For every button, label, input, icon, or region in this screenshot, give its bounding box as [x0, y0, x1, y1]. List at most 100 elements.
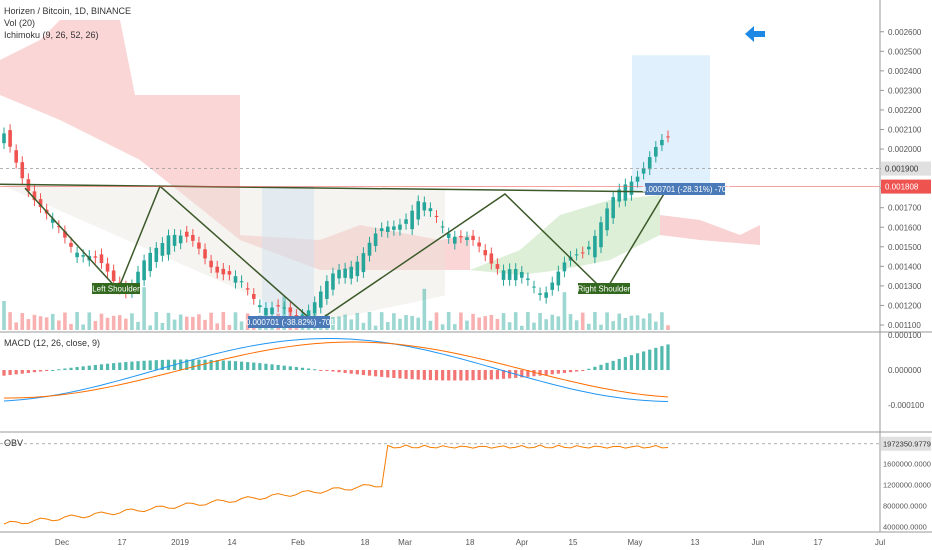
macd-histogram-bar — [118, 362, 122, 370]
candle-body — [641, 167, 646, 174]
volume-legend: Vol (20) — [4, 18, 36, 28]
price-tick-label: 0.001100 — [888, 321, 921, 330]
volume-bar — [629, 315, 634, 330]
macd-histogram-bar — [51, 370, 55, 371]
macd-line — [3, 338, 669, 402]
macd-histogram-bar — [343, 370, 347, 373]
candle-body — [99, 254, 104, 264]
volume-bar — [245, 313, 250, 330]
volume-bar — [434, 312, 439, 330]
candle-body — [385, 226, 390, 232]
price-tick-label: 0.001400 — [888, 262, 922, 271]
candle-body — [422, 202, 427, 211]
candle-body — [294, 315, 299, 317]
macd-histogram-bar — [215, 360, 219, 370]
pattern-fill — [0, 184, 445, 324]
macd-legend[interactable]: MACD (12, 26, close, 9) — [4, 338, 101, 348]
macd-histogram-bar — [203, 359, 207, 370]
candle-body — [605, 208, 609, 231]
volume-bar — [215, 323, 220, 330]
volume-bar — [416, 317, 421, 330]
macd-histogram-bar — [239, 361, 244, 370]
macd-histogram-bar — [160, 359, 164, 370]
measure-box-left — [262, 186, 314, 324]
volume-bar — [513, 312, 518, 330]
macd-histogram-bar — [617, 358, 621, 370]
macd-histogram-bar — [532, 370, 536, 377]
macd-histogram-bar — [166, 359, 171, 370]
candle-body — [69, 242, 73, 247]
macd-histogram-bar — [276, 364, 280, 370]
candle-body — [63, 231, 67, 238]
macd-histogram-bar — [447, 370, 451, 381]
volume-bar — [81, 324, 85, 330]
candle-body — [191, 234, 195, 241]
macd-histogram-bar — [185, 359, 189, 370]
candle-body — [227, 271, 232, 275]
macd-histogram-bar — [8, 370, 12, 376]
volume-bar — [568, 314, 573, 330]
macd-histogram-bar — [2, 370, 6, 376]
candle-body — [209, 260, 213, 268]
obv-tick-label: 1600000.0000 — [883, 459, 931, 468]
macd-histogram-bar — [544, 370, 548, 376]
symbol-legend[interactable]: Horizen / Bitcoin, 1D, BINANCE Vol (20) … — [4, 5, 131, 41]
candle-body — [404, 219, 408, 224]
macd-histogram-bar — [465, 370, 469, 381]
macd-histogram-bar — [434, 370, 439, 381]
volume-bar — [495, 318, 500, 330]
candle-body — [264, 307, 268, 316]
macd-histogram-bar — [660, 346, 664, 370]
volume-bar — [233, 312, 238, 330]
volume-bar — [331, 317, 335, 330]
candle-body — [495, 264, 500, 269]
candle-body — [623, 184, 628, 201]
candle-body — [580, 252, 585, 254]
dashed-level-label: 0.001900 — [885, 165, 919, 174]
volume-bar — [203, 319, 207, 330]
volume-bar — [160, 322, 165, 330]
candle-body — [392, 226, 396, 230]
volume-bar — [641, 318, 646, 330]
ichimoku-legend: Ichimoku (9, 26, 52, 26) — [4, 30, 99, 40]
candle-body — [654, 146, 658, 157]
candle-body — [178, 235, 183, 244]
candle-body — [38, 199, 43, 208]
volume-bar — [556, 316, 561, 330]
volume-bar — [379, 312, 384, 330]
candle-body — [398, 224, 402, 230]
volume-bar — [8, 312, 12, 330]
volume-bar — [477, 317, 481, 330]
candle-body — [75, 252, 79, 258]
volume-bar — [154, 312, 159, 330]
candle-body — [136, 271, 140, 285]
candle-body — [349, 266, 354, 279]
candle-body — [233, 276, 238, 283]
candle-body — [526, 278, 530, 280]
volume-bar — [574, 320, 579, 330]
volume-bar — [20, 313, 25, 330]
macd-tick-label: -0.000100 — [888, 401, 925, 410]
volume-bar — [166, 312, 171, 330]
volume-bar — [666, 325, 670, 330]
candle-body — [50, 218, 55, 223]
volume-bar — [63, 312, 67, 330]
candle-body — [93, 256, 98, 258]
candle-body — [373, 233, 378, 247]
candle-body — [459, 235, 463, 238]
candle-body — [14, 150, 18, 163]
volume-bar — [593, 312, 597, 330]
macd-histogram-bar — [209, 359, 213, 370]
candle-body — [519, 271, 524, 278]
volume-bar — [142, 287, 146, 330]
volume-bar — [446, 312, 451, 330]
macd-histogram-bar — [20, 370, 24, 374]
macd-histogram-bar — [197, 359, 201, 370]
volume-bar — [587, 323, 591, 330]
volume-bar — [57, 320, 61, 330]
macd-histogram-bar — [666, 344, 670, 370]
obv-legend[interactable]: OBV — [4, 438, 24, 448]
candle-body — [538, 293, 542, 295]
candle-body — [434, 215, 439, 218]
